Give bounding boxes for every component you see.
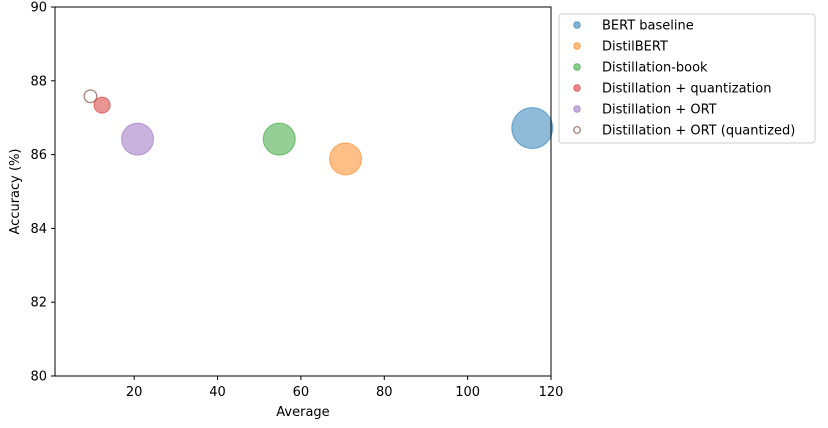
legend-label-1: DistilBERT: [602, 40, 668, 55]
x-axis-label: Average: [276, 405, 329, 420]
y-tick-label-2: 84: [30, 222, 47, 237]
axes: 20 40 60 80 100 120 80 82 84 86 88 90 Average Accurac…: [8, 1, 563, 421]
data-point-0: [511, 107, 554, 149]
plot-area: [83, 89, 554, 176]
legend-marker-0: [573, 21, 581, 29]
legend-label-5: Distillation + ORT (quantized): [602, 124, 795, 139]
data-point-3: [93, 96, 111, 114]
data-point-4: [121, 122, 154, 156]
legend-marker-4: [573, 105, 581, 113]
y-tick-label-3: 86: [30, 148, 47, 163]
y-axis-label: Accuracy (%): [8, 149, 23, 235]
legend-label-3: Distillation + quantization: [602, 82, 771, 97]
x-tick-label-1: 40: [209, 385, 226, 400]
y-tick-label-4: 88: [30, 74, 47, 89]
legend-box: [558, 13, 816, 144]
y-tick-label-0: 80: [30, 370, 47, 385]
legend-label-4: Distillation + ORT: [602, 103, 717, 118]
legend-marker-1: [573, 42, 581, 50]
data-point-5: [83, 89, 98, 104]
x-tick-label-5: 120: [539, 385, 564, 400]
y-tick-label-5: 90: [30, 1, 47, 16]
legend-marker-2: [573, 63, 581, 71]
y-tick-label-1: 82: [30, 296, 47, 311]
data-point-2: [262, 122, 296, 156]
legend-marker-5: [573, 126, 581, 134]
axes-frame: [54, 6, 552, 377]
x-tick-label-4: 100: [455, 385, 480, 400]
x-tick-label-3: 80: [376, 385, 393, 400]
legend: BERT baseline DistilBERT Distillation-book…: [558, 13, 816, 144]
x-tick-label-2: 60: [293, 385, 310, 400]
x-tick-label-0: 20: [126, 385, 143, 400]
legend-label-2: Distillation-book: [602, 61, 708, 76]
data-point-1: [329, 142, 362, 176]
legend-label-0: BERT baseline: [602, 19, 694, 34]
legend-marker-3: [573, 84, 581, 92]
